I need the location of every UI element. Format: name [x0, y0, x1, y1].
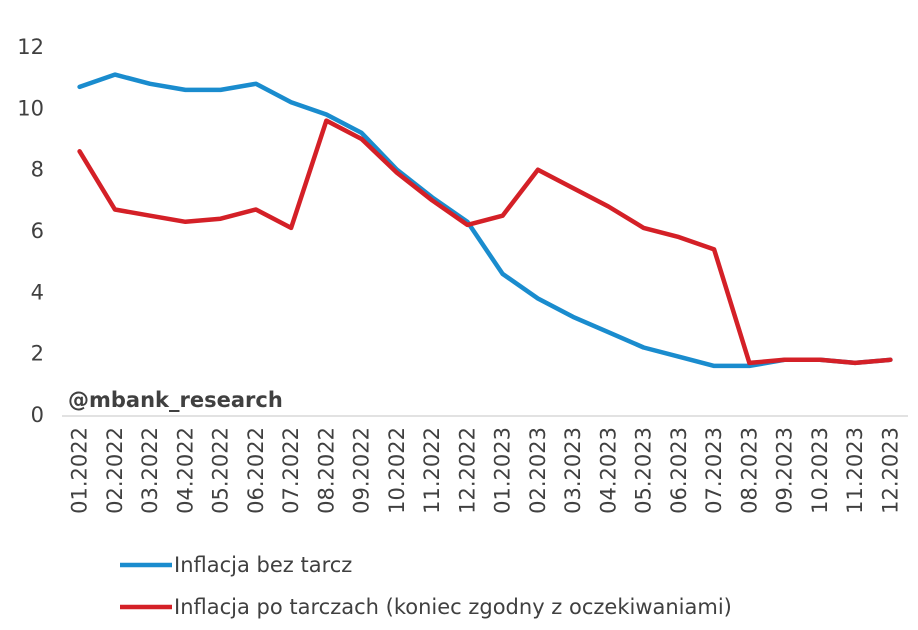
x-tick-label: 01.2022 [68, 427, 92, 514]
x-tick-label: 08.2023 [737, 427, 761, 514]
x-tick-label: 02.2023 [526, 427, 550, 514]
x-tick-label: 10.2023 [808, 427, 832, 514]
x-tick-label: 07.2022 [279, 427, 303, 514]
series-line-2 [77, 118, 893, 366]
x-tick-label: 05.2023 [632, 427, 656, 514]
x-tick-label: 08.2022 [314, 427, 338, 514]
x-tick-label: 09.2022 [350, 427, 374, 514]
x-tick-label: 07.2023 [702, 427, 726, 514]
x-tick-label: 12.2022 [455, 427, 479, 514]
legend: Inflacja bez tarcz Inflacja po tarczach (… [120, 553, 732, 619]
y-tick-label: 4 [31, 280, 44, 304]
x-tick-label: 11.2022 [420, 427, 444, 514]
y-tick-label: 8 [31, 158, 44, 182]
y-tick-label: 12 [17, 35, 44, 59]
x-tick-label: 11.2023 [843, 427, 867, 514]
y-tick-label: 0 [31, 403, 44, 427]
x-tick-label: 12.2023 [878, 427, 902, 514]
y-tick-label: 2 [31, 342, 44, 366]
x-tick-label: 03.2022 [138, 427, 162, 514]
x-tick-label: 04.2022 [173, 427, 197, 514]
x-tick-label: 09.2023 [773, 427, 797, 514]
x-tick-label: 10.2022 [385, 427, 409, 514]
x-tick-label: 06.2022 [244, 427, 268, 514]
x-axis-ticks: 01.2022 02.2022 03.2022 04.2022 05.2022 06.20… [68, 427, 903, 514]
watermark-label: @mbank_research [68, 388, 283, 412]
x-tick-label: 04.2023 [596, 427, 620, 514]
legend-label-2: Inflacja po tarczach (koniec zgodny z oc… [174, 595, 732, 619]
x-tick-label: 02.2022 [103, 427, 127, 514]
y-axis-ticks: 0 2 4 6 8 10 12 [17, 35, 44, 427]
y-tick-label: 6 [31, 219, 44, 243]
y-tick-label: 10 [17, 96, 44, 120]
x-tick-label: 03.2023 [561, 427, 585, 514]
series-line-1 [77, 72, 893, 369]
x-tick-label: 05.2022 [209, 427, 233, 514]
x-tick-label: 01.2023 [491, 427, 515, 514]
x-tick-label: 06.2023 [667, 427, 691, 514]
legend-label-1: Inflacja bez tarcz [174, 553, 352, 577]
series-lines [77, 72, 893, 369]
